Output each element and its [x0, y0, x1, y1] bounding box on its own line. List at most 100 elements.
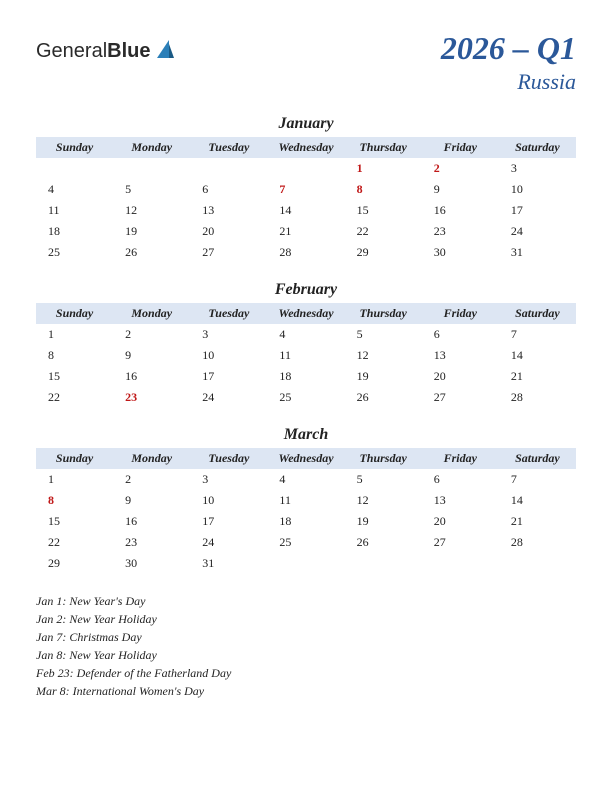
day-cell: 18: [267, 366, 344, 387]
holiday-entry: Feb 23: Defender of the Fatherland Day: [36, 664, 576, 682]
day-cell: 24: [190, 532, 267, 553]
table-row: 1234567: [36, 469, 576, 490]
day-cell: 31: [190, 553, 267, 574]
table-row: 22232425262728: [36, 387, 576, 408]
holiday-entry: Jan 1: New Year's Day: [36, 592, 576, 610]
day-cell: 22: [345, 221, 422, 242]
day-header: Wednesday: [267, 448, 344, 469]
day-cell: 9: [113, 490, 190, 511]
day-cell: 4: [36, 179, 113, 200]
day-cell: 8: [345, 179, 422, 200]
day-cell: 17: [190, 366, 267, 387]
day-cell: 28: [499, 387, 576, 408]
title-block: 2026 – Q1 Russia: [441, 30, 576, 95]
logo: GeneralBlue: [36, 38, 175, 65]
day-cell: 26: [345, 532, 422, 553]
day-header: Thursday: [345, 137, 422, 158]
day-cell: 13: [422, 490, 499, 511]
holiday-entry: Jan 7: Christmas Day: [36, 628, 576, 646]
month-name: February: [36, 281, 576, 299]
day-cell: 2: [113, 469, 190, 490]
day-cell: 13: [422, 345, 499, 366]
header: GeneralBlue 2026 – Q1 Russia: [36, 30, 576, 95]
day-cell: 8: [36, 490, 113, 511]
day-header: Wednesday: [267, 303, 344, 324]
day-cell: 21: [499, 511, 576, 532]
holiday-entry: Jan 8: New Year Holiday: [36, 646, 576, 664]
day-cell: 30: [422, 242, 499, 263]
day-header: Sunday: [36, 448, 113, 469]
day-cell: 5: [345, 469, 422, 490]
day-cell: 19: [345, 366, 422, 387]
day-cell: 6: [422, 324, 499, 345]
day-cell: 5: [345, 324, 422, 345]
day-cell: 11: [267, 345, 344, 366]
day-cell: 29: [345, 242, 422, 263]
day-cell: 19: [345, 511, 422, 532]
day-header: Saturday: [499, 448, 576, 469]
day-cell: 12: [345, 490, 422, 511]
day-header: Friday: [422, 137, 499, 158]
day-header: Monday: [113, 303, 190, 324]
table-row: 1234567: [36, 324, 576, 345]
holiday-entry: Mar 8: International Women's Day: [36, 682, 576, 700]
month-name: January: [36, 115, 576, 133]
day-cell: [345, 553, 422, 574]
day-cell: 3: [190, 469, 267, 490]
day-header: Saturday: [499, 303, 576, 324]
day-cell: [113, 158, 190, 179]
day-cell: 7: [499, 469, 576, 490]
sail-icon: [155, 38, 175, 65]
day-cell: 27: [422, 387, 499, 408]
day-cell: 17: [190, 511, 267, 532]
table-row: 11121314151617: [36, 200, 576, 221]
day-header: Friday: [422, 303, 499, 324]
day-header: Saturday: [499, 137, 576, 158]
day-cell: 16: [113, 366, 190, 387]
day-cell: 26: [113, 242, 190, 263]
day-cell: 23: [113, 532, 190, 553]
day-header: Sunday: [36, 137, 113, 158]
day-cell: 25: [267, 387, 344, 408]
day-header: Monday: [113, 448, 190, 469]
day-cell: 17: [499, 200, 576, 221]
day-cell: 21: [267, 221, 344, 242]
logo-part1: General: [36, 40, 107, 62]
day-cell: 14: [499, 345, 576, 366]
day-cell: 1: [36, 469, 113, 490]
logo-part2: Blue: [107, 40, 150, 62]
day-cell: 23: [113, 387, 190, 408]
logo-text: GeneralBlue: [36, 40, 151, 63]
holiday-list: Jan 1: New Year's DayJan 2: New Year Hol…: [36, 592, 576, 700]
day-header: Tuesday: [190, 303, 267, 324]
day-cell: 18: [36, 221, 113, 242]
day-cell: 10: [190, 490, 267, 511]
day-cell: 12: [345, 345, 422, 366]
day-header: Tuesday: [190, 137, 267, 158]
day-cell: 30: [113, 553, 190, 574]
calendar-table: SundayMondayTuesdayWednesdayThursdayFrid…: [36, 448, 576, 574]
day-cell: [36, 158, 113, 179]
day-cell: 18: [267, 511, 344, 532]
day-cell: 11: [267, 490, 344, 511]
day-cell: 14: [267, 200, 344, 221]
day-cell: 16: [422, 200, 499, 221]
day-cell: 28: [499, 532, 576, 553]
day-cell: 1: [345, 158, 422, 179]
day-cell: 22: [36, 387, 113, 408]
day-cell: 1: [36, 324, 113, 345]
day-cell: 20: [422, 366, 499, 387]
page-title: 2026 – Q1: [441, 30, 576, 67]
day-cell: 15: [36, 366, 113, 387]
day-cell: 7: [499, 324, 576, 345]
day-cell: 8: [36, 345, 113, 366]
day-cell: 4: [267, 469, 344, 490]
day-cell: 12: [113, 200, 190, 221]
day-cell: [422, 553, 499, 574]
day-cell: [267, 553, 344, 574]
month-name: March: [36, 426, 576, 444]
table-row: 123: [36, 158, 576, 179]
day-header: Thursday: [345, 303, 422, 324]
day-header: Sunday: [36, 303, 113, 324]
table-row: 45678910: [36, 179, 576, 200]
